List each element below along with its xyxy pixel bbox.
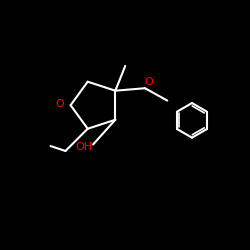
Text: O: O	[144, 77, 153, 87]
Text: O: O	[55, 99, 64, 109]
Text: OH: OH	[76, 142, 93, 152]
